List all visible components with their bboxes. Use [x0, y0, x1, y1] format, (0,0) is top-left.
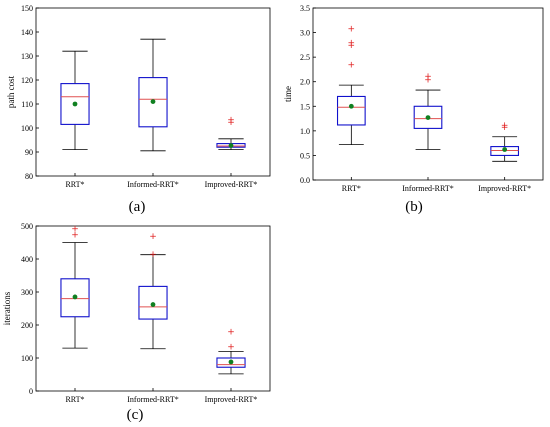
panel-label-b: (b)	[405, 199, 423, 215]
x-tick-label: Informed-RRT*	[127, 395, 179, 404]
y-tick-label: 200	[21, 321, 33, 330]
y-tick-label: 1.0	[300, 127, 310, 136]
mean-marker	[150, 99, 156, 104]
outlier-marker: +	[348, 41, 356, 51]
chart-panel-b: 0.0 0.5 1.0 1.5 2.0 2.5 3.0 3.5 time RRT* Informed…	[283, 4, 544, 193]
y-axis-label: path cost	[6, 75, 16, 108]
x-tick-label: RRT*	[65, 395, 84, 404]
x-tick-label: Improved-RRT*	[205, 180, 258, 189]
y-tick-label: 110	[21, 100, 33, 109]
mean-marker	[150, 302, 156, 307]
outlier-marker: +	[348, 38, 356, 48]
outlier-marker: +	[149, 250, 157, 260]
outlier-marker: +	[71, 230, 79, 240]
chart-panel-c: 0 100 200 300 400 500 iterations RRT* Informed-R…	[2, 222, 271, 404]
y-tick-label: 100	[21, 124, 33, 133]
y-tick-label: 500	[21, 222, 33, 231]
y-axis-label: iterations	[2, 291, 12, 325]
y-tick-label: 3.0	[300, 29, 310, 38]
y-tick-label: 400	[21, 255, 33, 264]
panel-label-a: (a)	[129, 199, 146, 215]
mean-marker	[228, 359, 234, 365]
box-iqr	[60, 278, 90, 318]
mean-marker	[348, 103, 354, 109]
outlier-marker: +	[227, 342, 235, 352]
y-tick-label: 3.5	[300, 4, 310, 13]
outlier-marker: +	[424, 72, 432, 82]
y-tick-label: 1.5	[300, 102, 310, 111]
outlier-marker: +	[501, 123, 509, 133]
x-tick-label: RRT*	[65, 180, 84, 189]
y-tick-label: 2.5	[300, 53, 310, 62]
y-tick-label: 0	[29, 387, 33, 396]
y-tick-label: 0.5	[300, 151, 310, 160]
mean-marker	[228, 143, 234, 148]
outlier-marker: +	[71, 225, 79, 235]
x-tick-label: RRT*	[342, 184, 361, 193]
outlier-marker: +	[227, 118, 235, 128]
mean-marker	[72, 294, 78, 300]
y-tick-label: 0.0	[300, 176, 310, 185]
outlier-marker: +	[227, 328, 235, 338]
box-iqr	[138, 77, 168, 128]
y-tick-label: 80	[25, 172, 33, 181]
y-tick-label: 100	[21, 354, 33, 363]
y-tick-label: 120	[21, 76, 33, 85]
x-tick-label: Improved-RRT*	[205, 395, 258, 404]
outlier-marker: +	[149, 232, 157, 242]
outlier-marker: +	[424, 75, 432, 85]
x-tick-label: Improved-RRT*	[478, 184, 531, 193]
y-tick-label: 90	[25, 148, 33, 157]
mean-marker	[72, 101, 78, 107]
x-tick-label: Informed-RRT*	[402, 184, 454, 193]
y-tick-label: 140	[21, 28, 33, 37]
y-axis-label: time	[283, 86, 293, 102]
y-tick-label: 300	[21, 288, 33, 297]
box-iqr	[216, 357, 246, 368]
y-tick-label: 130	[21, 52, 33, 61]
panel-label-c: (c)	[127, 407, 144, 423]
box-iqr	[138, 285, 168, 320]
chart-panel-a: 80 90 100 110 120 130 140 150 path cost RRT* Infor…	[6, 4, 271, 189]
x-tick-label: Informed-RRT*	[127, 180, 179, 189]
outlier-marker: +	[227, 116, 235, 126]
outlier-marker: +	[501, 121, 509, 131]
box-iqr	[336, 95, 366, 126]
outlier-marker: +	[348, 25, 356, 35]
mean-marker	[425, 115, 431, 120]
outlier-marker: +	[348, 61, 356, 71]
box-iqr	[60, 83, 90, 125]
mean-marker	[502, 147, 508, 152]
box-iqr	[413, 105, 443, 129]
y-tick-label: 2.0	[300, 78, 310, 87]
y-tick-label: 150	[21, 4, 33, 13]
